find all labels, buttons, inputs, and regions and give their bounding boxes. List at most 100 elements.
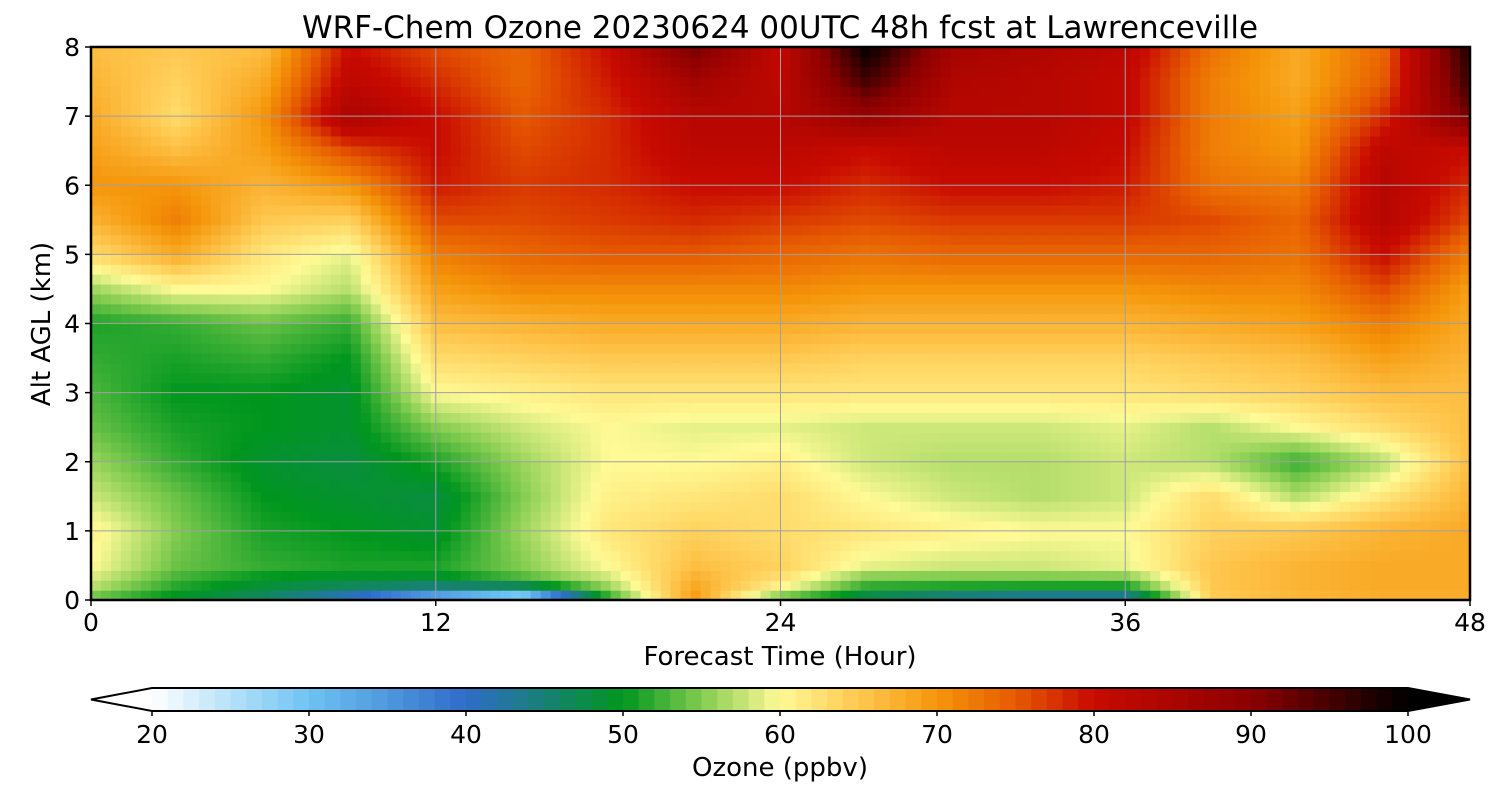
heatmap-cell	[310, 244, 322, 255]
heatmap-cell	[960, 491, 971, 502]
heatmap-cell	[570, 323, 582, 334]
heatmap-cell	[1060, 323, 1071, 334]
heatmap-cell	[1140, 451, 1151, 463]
heatmap-cell	[670, 442, 682, 453]
heatmap-cell	[200, 530, 212, 542]
heatmap-cell	[670, 363, 682, 374]
heatmap-cell	[880, 451, 892, 463]
heatmap-cell	[950, 382, 961, 394]
heatmap-cell	[190, 432, 202, 443]
heatmap-cell	[1150, 461, 1161, 473]
heatmap-cell	[1300, 254, 1311, 265]
heatmap-cell	[180, 570, 192, 581]
heatmap-cell	[900, 323, 911, 334]
heatmap-cell	[1220, 353, 1231, 364]
heatmap-cell	[1210, 540, 1221, 552]
heatmap-cell	[1200, 471, 1211, 483]
heatmap-cell	[510, 274, 522, 285]
heatmap-cell	[1320, 491, 1331, 502]
heatmap-cell	[410, 412, 422, 423]
heatmap-cell	[1080, 501, 1091, 512]
heatmap-cell	[1140, 422, 1151, 433]
heatmap-cell	[220, 363, 232, 374]
heatmap-cell	[950, 254, 961, 265]
heatmap-cell	[990, 451, 1001, 463]
heatmap-cell	[490, 363, 502, 374]
heatmap-cell	[420, 392, 432, 404]
heatmap-cell	[1230, 550, 1241, 562]
heatmap-cell	[540, 333, 552, 344]
heatmap-cell	[840, 353, 852, 364]
heatmap-cell	[730, 521, 742, 532]
heatmap-cell	[150, 313, 162, 325]
heatmap-cell	[860, 323, 872, 334]
heatmap-cell	[120, 343, 132, 354]
heatmap-cell	[1110, 550, 1121, 562]
heatmap-cell	[610, 461, 622, 473]
heatmap-cell	[1390, 481, 1401, 492]
heatmap-cell	[820, 313, 832, 325]
heatmap-cell	[940, 333, 951, 344]
heatmap-cell	[1010, 284, 1021, 295]
heatmap-cell	[290, 422, 302, 433]
heatmap-cell	[490, 264, 502, 275]
heatmap-cell	[740, 402, 752, 413]
heatmap-cell	[830, 264, 842, 275]
heatmap-cell	[800, 432, 812, 443]
heatmap-cell	[440, 432, 452, 443]
heatmap-cell	[1460, 530, 1471, 542]
heatmap-cell	[970, 293, 981, 305]
heatmap-cell	[91, 392, 102, 404]
heatmap-cell	[420, 264, 432, 275]
heatmap-cell	[420, 333, 432, 344]
heatmap-cell	[520, 491, 532, 502]
heatmap-cell	[230, 363, 242, 374]
heatmap-cell	[730, 432, 742, 443]
heatmap-cell	[210, 264, 222, 275]
heatmap-cell	[310, 372, 322, 384]
heatmap-cell	[1330, 491, 1341, 502]
heatmap-cell	[1160, 303, 1171, 315]
heatmap-cell	[110, 521, 122, 532]
heatmap-cell	[1180, 501, 1191, 512]
heatmap-cell	[720, 560, 732, 571]
heatmap-cell	[1080, 442, 1091, 453]
heatmap-cell	[600, 422, 612, 433]
heatmap-cell	[1330, 343, 1341, 354]
heatmap-cell	[400, 451, 412, 463]
heatmap-cell	[1100, 432, 1111, 443]
heatmap-cell	[1030, 442, 1041, 453]
heatmap-cell	[980, 412, 991, 423]
heatmap-cell	[150, 451, 162, 463]
heatmap-cell	[840, 451, 852, 463]
heatmap-cell	[800, 363, 812, 374]
heatmap-cell	[1080, 392, 1091, 404]
heatmap-cell	[1210, 422, 1221, 433]
heatmap-cell	[1250, 343, 1261, 354]
heatmap-cell	[1180, 491, 1191, 502]
heatmap-cell	[660, 481, 672, 492]
heatmap-cell	[1190, 353, 1201, 364]
heatmap-cell	[780, 481, 792, 492]
heatmap-cell	[1380, 293, 1391, 305]
heatmap-cell	[230, 303, 242, 315]
heatmap-cell	[550, 382, 562, 394]
heatmap-cell	[130, 234, 142, 246]
heatmap-cell	[600, 313, 612, 325]
heatmap-cell	[470, 481, 482, 492]
heatmap-cell	[960, 353, 971, 364]
heatmap-cell	[1080, 343, 1091, 354]
heatmap-cell	[620, 580, 632, 591]
heatmap-cell	[710, 481, 722, 492]
heatmap-cell	[1040, 254, 1051, 265]
heatmap-cell	[890, 442, 902, 453]
heatmap-cell	[1450, 560, 1461, 571]
heatmap-cell	[630, 274, 642, 285]
heatmap-cell	[130, 590, 142, 601]
heatmap-cell	[1380, 560, 1391, 571]
heatmap-cell	[680, 284, 692, 295]
heatmap-cell	[910, 244, 921, 255]
heatmap-cell	[780, 422, 792, 433]
heatmap-cell	[340, 550, 352, 562]
heatmap-cell	[520, 481, 532, 492]
